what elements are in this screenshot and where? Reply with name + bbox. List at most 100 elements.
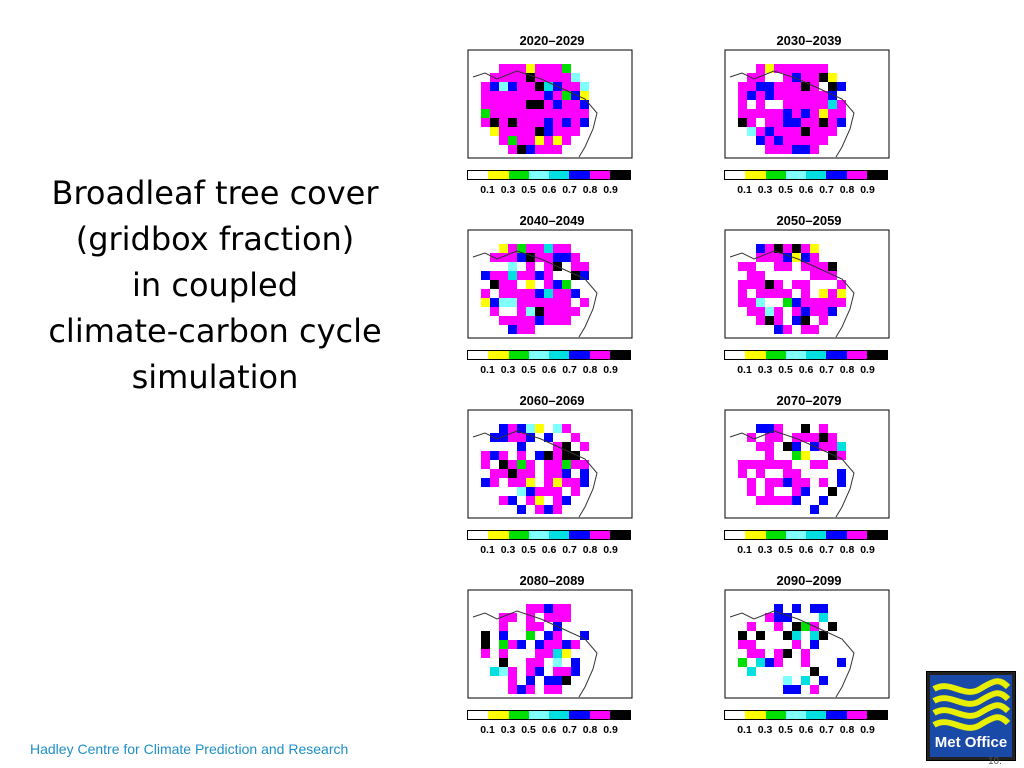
grid-cell [571,271,580,280]
grid-cell [535,262,544,271]
grid-cell [765,118,774,127]
grid-cell [747,91,756,100]
grid-cell [783,433,792,442]
grid-cell [783,325,792,334]
grid-cell [747,667,756,676]
grid-cell [765,451,774,460]
grid-cell [553,127,562,136]
grid-cell [774,271,783,280]
grid-cell [571,253,580,262]
grid-cell [481,271,490,280]
colorbar-swatch [725,711,746,719]
grid-cell [526,469,535,478]
grid-cell [544,604,553,613]
grid-cell [774,136,783,145]
grid-cell [553,316,562,325]
colorbar-swatch [569,351,590,359]
grid-cell [756,298,765,307]
tick-label: 0.5 [521,364,536,376]
grid-cell [765,100,774,109]
grid-cell [801,676,810,685]
grid-cell [562,424,571,433]
tick-label: 0.9 [860,364,875,376]
grid-cell [499,244,508,253]
grid-cell [499,100,508,109]
grid-cell [562,613,571,622]
grid-cell [535,100,544,109]
grid-cell [481,478,490,487]
grid-cell [544,325,553,334]
tree-cover-map [467,589,633,699]
title-line-1: Broadleaf tree cover [51,174,379,212]
grid-cell [535,82,544,91]
grid-cell [490,622,499,631]
grid-cell [801,289,810,298]
panel-title: 2040–2049 [519,213,585,228]
grid-cell [544,271,553,280]
grid-cell [544,118,553,127]
grid-cell [526,82,535,91]
tree-cover-map [467,229,633,339]
tick-label: 0.7 [819,364,834,376]
grid-cell [553,640,562,649]
grid-cell [499,613,508,622]
grid-cell [490,262,499,271]
grid-cell [774,280,783,289]
grid-cell [738,640,747,649]
grid-cell [490,91,499,100]
grid-cell [792,91,801,100]
grid-cell [837,262,846,271]
grid-cell [517,127,526,136]
grid-cell [526,271,535,280]
grid-cell [801,667,810,676]
grid-cell [810,244,819,253]
grid-cell [810,676,819,685]
grid-cell [526,316,535,325]
grid-cell [819,640,828,649]
grid-cell [508,649,517,658]
colorbar-swatch [806,711,827,719]
grid-cell [783,307,792,316]
grid-cell [517,64,526,73]
tick-label: 0.3 [757,724,773,736]
tick-label: 0.7 [562,364,577,376]
tick-label: 0.6 [798,544,814,556]
grid-cell [837,109,846,118]
coastline [472,610,598,698]
grid-cell [801,262,810,271]
grid-cell [783,613,792,622]
grid-cell [783,298,792,307]
grid-cell [535,127,544,136]
grid-cell [801,271,810,280]
grid-cell [526,487,535,496]
grid-cell [490,667,499,676]
grid-cell [535,631,544,640]
grid-cell [517,307,526,316]
grid-cell [738,451,747,460]
grid-cell [774,316,783,325]
grid-cell [508,442,517,451]
colorbar-swatch [468,711,489,719]
grid-cell [526,676,535,685]
tick-label: 0.5 [778,364,793,376]
grid-cell [765,91,774,100]
colorbar-swatch [589,351,610,359]
grid-cell [747,451,756,460]
grid-cell [765,289,774,298]
grid-cell [756,676,765,685]
title-line-3: in coupled [132,266,298,304]
grid-cell [774,433,783,442]
grid-cell [508,262,517,271]
title-line-4: climate-carbon cycle [48,312,382,350]
grid-cell [801,82,810,91]
grid-cell [828,127,837,136]
grid-cell [756,316,765,325]
colorbar [467,530,631,540]
grid-cell [756,478,765,487]
grid-cell [792,460,801,469]
grid-cell [517,316,526,325]
grid-cell [837,469,846,478]
grid-cell [526,118,535,127]
grid-cell [801,316,810,325]
grid-cell [819,244,828,253]
